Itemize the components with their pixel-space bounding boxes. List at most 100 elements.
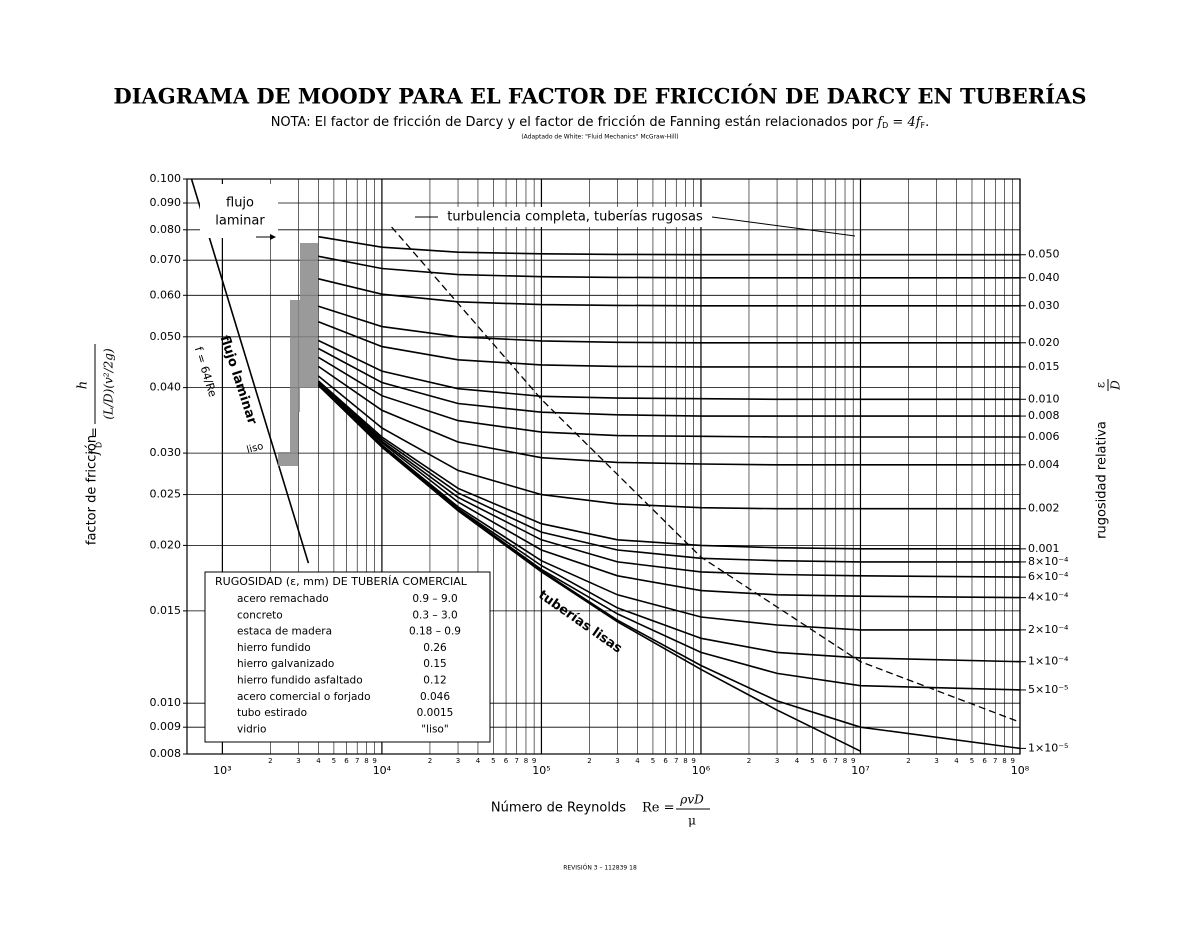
x-minor-tick-label: 3: [775, 757, 779, 765]
y-tick-label: 0.009: [150, 720, 182, 733]
curve: [391, 226, 1021, 723]
table-cell: 0.046: [420, 691, 450, 703]
series-label: 2×10⁻⁴: [1028, 623, 1069, 636]
curve: [318, 278, 1020, 307]
y-tick-label: 0.080: [150, 223, 182, 236]
table-cell: hierro galvanizado: [237, 658, 334, 670]
x-minor-tick-label: 8: [524, 757, 528, 765]
annotation: laminar: [215, 214, 265, 229]
x-minor-tick-label: 7: [993, 757, 997, 765]
y-formula: D: [95, 442, 104, 448]
curve: [317, 381, 1020, 563]
x-minor-tick-label: 7: [834, 757, 838, 765]
x-minor-tick-label: 4: [316, 757, 321, 765]
x-minor-tick-label: 5: [970, 757, 974, 765]
series-label: 8×10⁻⁴: [1028, 555, 1069, 568]
y-tick-label: 0.015: [150, 604, 182, 617]
annotation: flujo: [226, 196, 254, 211]
curve: [318, 339, 1020, 401]
curve: [318, 305, 1020, 344]
x-minor-tick-label: 9: [1010, 757, 1014, 765]
x-minor-tick-label: 9: [532, 757, 536, 765]
curve: [318, 255, 1020, 279]
curve: [317, 380, 1020, 550]
x-minor-tick-label: 2: [587, 757, 591, 765]
series-label: turbulencia completa, tuberías rugosas: [447, 210, 703, 225]
table-box: [204, 571, 491, 743]
table-cell: acero comercial o forjado: [237, 691, 371, 703]
curve: [317, 356, 1020, 438]
series-label: 0.030: [1028, 299, 1060, 312]
note-formula: f: [876, 115, 884, 130]
x-minor-tick-label: 2: [906, 757, 910, 765]
x-minor-tick-label: 7: [355, 757, 359, 765]
series-label: 0.015: [1028, 360, 1060, 373]
y-tick-label: 0.090: [150, 196, 182, 209]
x-minor-tick-label: 3: [456, 757, 460, 765]
x-minor-tick-label: 6: [823, 757, 828, 765]
table-cell: concreto: [237, 609, 283, 621]
curve: [317, 381, 1021, 578]
x-tick-label: 10⁶: [692, 764, 711, 777]
series-label: 0.020: [1028, 336, 1060, 349]
x-minor-tick-label: 8: [364, 757, 368, 765]
y-tick-label: 0.008: [150, 747, 182, 760]
chart-title: DIAGRAMA DE MOODY PARA EL FACTOR DE FRIC…: [113, 84, 1086, 109]
footer: REVISIÓN 3 – 112839 18: [563, 865, 637, 872]
plot-frame: [186, 178, 1021, 755]
x-minor-tick-label: 6: [982, 757, 987, 765]
series-label: 6×10⁻⁴: [1028, 570, 1069, 583]
x-minor-tick-label: 2: [268, 757, 272, 765]
x-minor-tick-label: 7: [674, 757, 678, 765]
x-minor-tick-label: 5: [651, 757, 655, 765]
y-tick-label: 0.100: [150, 172, 182, 185]
table-cell: hierro fundido asfaltado: [237, 675, 363, 687]
series-label: 5×10⁻⁵: [1028, 683, 1068, 696]
x-minor-tick-label: 9: [851, 757, 855, 765]
table-cell: 0.18 – 0.9: [409, 626, 461, 638]
series-label: 0.002: [1028, 502, 1060, 515]
x-formula: Re =: [642, 801, 675, 816]
curve: [318, 235, 1020, 256]
x-formula: μ: [688, 814, 696, 828]
x-minor-tick-label: 5: [491, 757, 495, 765]
x-minor-tick-label: 8: [683, 757, 687, 765]
curve: [318, 321, 1020, 368]
series-label: 4×10⁻⁴: [1028, 591, 1069, 604]
y-formula: (L/D)(v²/2g): [102, 348, 116, 420]
x-minor-tick-label: 5: [332, 757, 336, 765]
arrow-head: [270, 234, 276, 240]
y-tick-label: 0.025: [150, 488, 182, 501]
series-label: 0.050: [1028, 248, 1060, 261]
note-formula: = 4f: [888, 115, 922, 130]
x-formula: ρvD: [679, 793, 704, 807]
x-minor-tick-label: 5: [810, 757, 814, 765]
x-minor-tick-label: 6: [504, 757, 509, 765]
y-tick-label: 0.030: [150, 446, 182, 459]
x-minor-tick-label: 4: [635, 757, 640, 765]
y-tick-label: 0.050: [150, 330, 182, 343]
y-tick-label: 0.020: [150, 538, 182, 551]
y2-axis-label: rugosidad relativa: [1095, 421, 1110, 539]
y2-formula: ε: [1094, 382, 1108, 388]
x-minor-tick-label: 7: [514, 757, 518, 765]
series-label: 0.008: [1028, 409, 1060, 422]
table-cell: tubo estirado: [237, 707, 307, 719]
y-formula-group: f D = h (L/D)(v²/2g): [76, 344, 116, 456]
curve: [190, 178, 310, 564]
curve: [317, 365, 1020, 466]
x-minor-tick-label: 9: [372, 757, 376, 765]
x-minor-tick-label: 2: [428, 757, 432, 765]
curve: [318, 347, 1020, 417]
y-tick-label: 0.010: [150, 696, 182, 709]
table-cell: vidrio: [237, 723, 266, 735]
curve: [317, 383, 1020, 631]
curve: [317, 375, 1020, 510]
x-minor-tick-label: 6: [663, 757, 668, 765]
y-formula: =: [88, 427, 103, 438]
y-tick-label: 0.070: [150, 253, 182, 266]
series-label: 1×10⁻⁵: [1028, 741, 1068, 754]
x-minor-tick-label: 9: [691, 757, 695, 765]
x-minor-tick-label: 3: [934, 757, 938, 765]
table-cell: estaca de madera: [237, 626, 332, 638]
